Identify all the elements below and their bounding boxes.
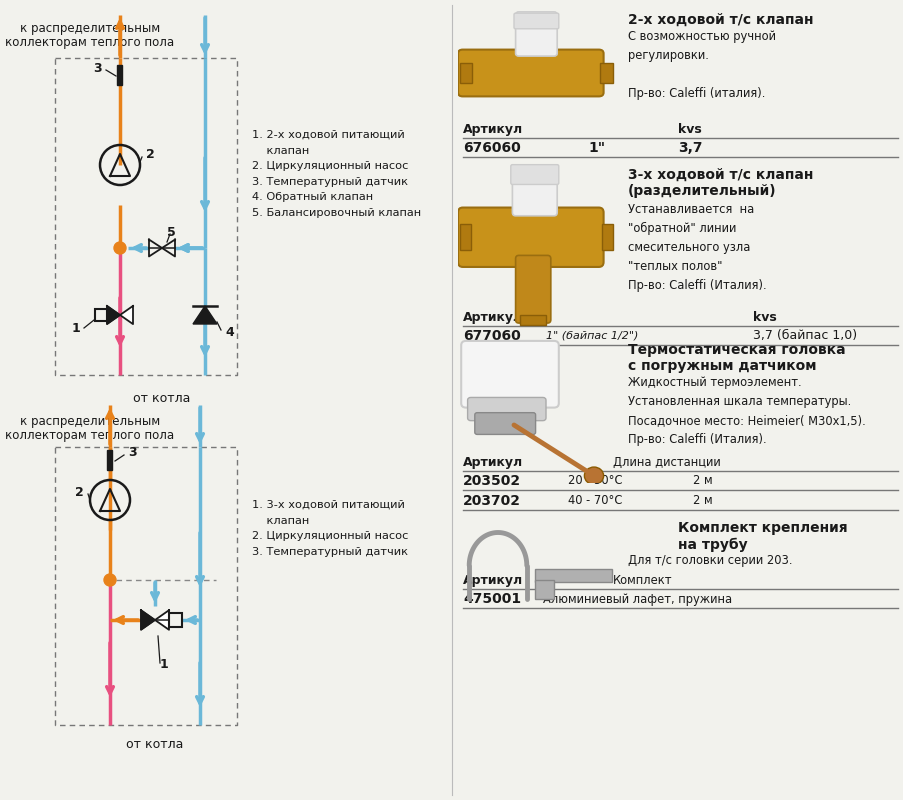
Bar (459, 224, 470, 250)
Text: Комплект: Комплект (612, 574, 672, 587)
Text: 676060: 676060 (462, 141, 520, 155)
Text: 5: 5 (167, 226, 175, 238)
Text: 4: 4 (225, 326, 234, 338)
Bar (117, 65, 123, 85)
Text: 2: 2 (146, 149, 154, 162)
Text: 1. 2-х ходовой питающий
    клапан
2. Циркуляционный насос
3. Температурный датч: 1. 2-х ходовой питающий клапан 2. Циркул… (252, 130, 421, 218)
Text: 2 м: 2 м (693, 494, 712, 507)
Text: kvs: kvs (752, 311, 776, 324)
FancyBboxPatch shape (510, 165, 558, 185)
Polygon shape (154, 610, 169, 630)
Bar (601, 224, 612, 250)
Bar (169, 613, 182, 627)
Text: 3: 3 (128, 446, 136, 458)
Text: 2 м: 2 м (693, 474, 712, 487)
Text: 3-х ходовой т/с клапан
(разделительный): 3-х ходовой т/с клапан (разделительный) (628, 168, 813, 198)
Text: 2: 2 (75, 486, 84, 498)
Text: Жидкостный термоэлемент.
Установленная шкала температуры.
Посадочное место: Heim: Жидкостный термоэлемент. Установленная ш… (628, 376, 865, 446)
Text: 1: 1 (71, 322, 79, 334)
Text: Артикул: Артикул (462, 123, 523, 136)
Text: 3,7: 3,7 (677, 141, 702, 155)
FancyBboxPatch shape (474, 413, 535, 434)
Bar (600, 62, 612, 83)
Text: 475001: 475001 (462, 592, 520, 606)
Bar (107, 450, 112, 470)
Text: Алюминиевый лафет, пружина: Алюминиевый лафет, пружина (543, 593, 731, 606)
Text: Артикул: Артикул (462, 574, 523, 587)
Bar (459, 62, 472, 83)
Text: Термостатическая головка
с погружным датчиком: Термостатическая головка с погружным дат… (628, 343, 844, 373)
Text: 40 - 70°C: 40 - 70°C (567, 494, 621, 507)
FancyBboxPatch shape (458, 207, 603, 267)
Text: 203702: 203702 (462, 494, 520, 508)
Polygon shape (192, 306, 217, 324)
Text: от котла: от котла (133, 392, 191, 405)
Text: 1: 1 (160, 658, 169, 671)
Text: Длина дистанции: Длина дистанции (612, 456, 720, 469)
Text: С возможностью ручной
регулировки.

Пр-во: Caleffi (италия).: С возможностью ручной регулировки. Пр-во… (628, 30, 775, 100)
FancyBboxPatch shape (461, 341, 558, 408)
Text: Для т/с головки серии 203.: Для т/с головки серии 203. (628, 554, 792, 567)
Bar (95, 309, 107, 321)
Circle shape (114, 242, 126, 254)
FancyBboxPatch shape (512, 168, 556, 216)
Text: 1" (байпас 1/2"): 1" (байпас 1/2") (545, 330, 638, 340)
Circle shape (583, 467, 603, 485)
Circle shape (104, 574, 116, 586)
Polygon shape (107, 306, 120, 324)
Text: 1. 3-х ходовой питающий
    клапан
2. Циркуляционный насос
3. Температурный датч: 1. 3-х ходовой питающий клапан 2. Циркул… (252, 500, 408, 557)
Text: 20 - 50°C: 20 - 50°C (567, 474, 622, 487)
Bar (535, 569, 611, 582)
Text: к распределительным: к распределительным (20, 415, 160, 428)
Text: 203502: 203502 (462, 474, 520, 488)
Bar (535, 580, 554, 598)
Text: Артикул: Артикул (462, 456, 523, 469)
FancyBboxPatch shape (515, 255, 550, 323)
FancyBboxPatch shape (514, 14, 558, 29)
Text: коллекторам теплого пола: коллекторам теплого пола (5, 429, 174, 442)
Text: Комплект крепления
на трубу: Комплект крепления на трубу (677, 521, 847, 551)
Text: 677060: 677060 (462, 329, 520, 343)
Text: 1": 1" (587, 141, 604, 155)
Text: 2-х ходовой т/с клапан: 2-х ходовой т/с клапан (628, 13, 813, 27)
Text: 3: 3 (93, 62, 102, 74)
Bar (520, 314, 545, 325)
Text: от котла: от котла (126, 738, 183, 751)
FancyBboxPatch shape (515, 12, 556, 56)
Text: 3,7 (байпас 1,0): 3,7 (байпас 1,0) (752, 329, 856, 342)
FancyBboxPatch shape (458, 50, 603, 96)
FancyBboxPatch shape (467, 398, 545, 421)
Text: Устанавливается  на
"обратной" линии
смесительного узла
"теплых полов"
Пр-во: Ca: Устанавливается на "обратной" линии смес… (628, 203, 766, 292)
Polygon shape (141, 610, 154, 630)
Text: kvs: kvs (677, 123, 701, 136)
Text: Артикул: Артикул (462, 311, 523, 324)
Text: коллекторам теплого пола: коллекторам теплого пола (5, 36, 174, 49)
Text: к распределительным: к распределительным (20, 22, 160, 35)
Polygon shape (120, 306, 133, 324)
